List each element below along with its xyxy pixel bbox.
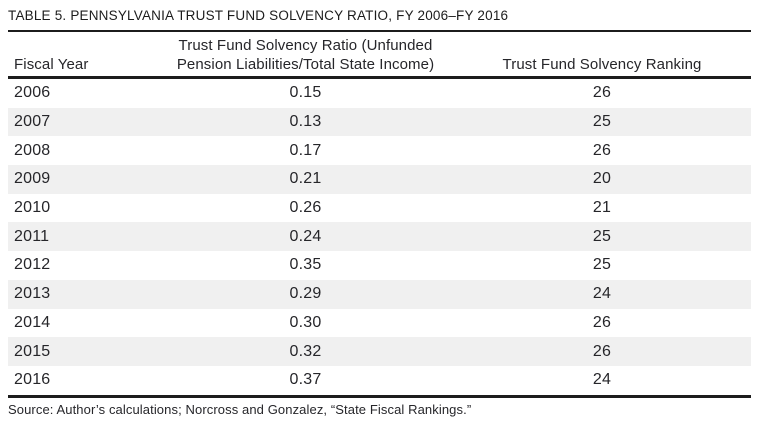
solvency-ratio-cell: 0.35 <box>289 256 322 274</box>
bottom-rule <box>8 394 751 398</box>
solvency-ranking-cell: 26 <box>592 313 612 331</box>
table-row: 2011 0.24 25 <box>8 222 751 252</box>
solvency-ranking-cell: 25 <box>592 256 612 274</box>
table-header-row: Fiscal Year Trust Fund Solvency Ratio (U… <box>8 32 751 76</box>
title-rule <box>8 30 751 32</box>
fiscal-year-cell: 2007 <box>14 113 51 131</box>
fiscal-year-cell: 2013 <box>14 285 51 303</box>
fiscal-year-cell: 2014 <box>14 313 51 331</box>
table-row: 2007 0.13 25 <box>8 107 751 137</box>
fiscal-year-cell: 2010 <box>14 199 51 217</box>
table-row: 2015 0.32 26 <box>8 337 751 366</box>
table-row: 2008 0.17 26 <box>8 136 751 165</box>
solvency-ratio-cell: 0.24 <box>289 227 322 245</box>
solvency-ratio-cell: 0.37 <box>289 371 322 389</box>
header-solvency-ratio-line2: Pension Liabilities/Total State Income) <box>176 56 435 73</box>
fiscal-year-cell: 2008 <box>14 141 51 159</box>
table-title: TABLE 5. PENNSYLVANIA TRUST FUND SOLVENC… <box>8 8 509 23</box>
solvency-ranking-cell: 26 <box>592 141 612 159</box>
solvency-ratio-cell: 0.30 <box>289 313 322 331</box>
table-row: 2014 0.30 26 <box>8 309 751 338</box>
fiscal-year-cell: 2009 <box>14 170 51 188</box>
solvency-ranking-cell: 25 <box>592 113 612 131</box>
solvency-ratio-cell: 0.21 <box>289 170 322 188</box>
table-row: 2013 0.29 24 <box>8 279 751 309</box>
header-solvency-ratio: Trust Fund Solvency Ratio (Unfunded Pens… <box>158 36 453 74</box>
fiscal-year-cell: 2012 <box>14 256 51 274</box>
table-row: 2012 0.35 25 <box>8 251 751 280</box>
fiscal-year-cell: 2011 <box>14 227 50 245</box>
source-note: Source: Author’s calculations; Norcross … <box>8 401 472 417</box>
fiscal-year-cell: 2006 <box>14 84 51 102</box>
header-fiscal-year: Fiscal Year <box>14 56 89 73</box>
solvency-ratio-cell: 0.17 <box>289 141 322 159</box>
table-row: 2009 0.21 20 <box>8 165 751 194</box>
fiscal-year-cell: 2015 <box>14 342 51 360</box>
solvency-ranking-cell: 21 <box>592 199 612 217</box>
solvency-ratio-cell: 0.26 <box>289 199 322 217</box>
solvency-ratio-cell: 0.13 <box>289 113 322 131</box>
table-body: 2006 0.15 26 2007 0.13 25 2008 0.17 26 2009 0.21 20… <box>8 79 751 395</box>
solvency-ranking-cell: 20 <box>592 170 612 188</box>
header-solvency-ratio-line1: Trust Fund Solvency Ratio (Unfunded <box>178 37 433 54</box>
solvency-ratio-cell: 0.29 <box>289 285 322 303</box>
solvency-ratio-cell: 0.32 <box>289 342 322 360</box>
table-figure: TABLE 5. PENNSYLVANIA TRUST FUND SOLVENC… <box>8 0 751 418</box>
header-rule <box>8 76 751 79</box>
table-row: 2010 0.26 21 <box>8 194 751 223</box>
table-row: 2016 0.37 24 <box>8 366 751 395</box>
solvency-ranking-cell: 26 <box>592 342 612 360</box>
solvency-ranking-cell: 25 <box>592 227 612 245</box>
solvency-ranking-cell: 26 <box>592 84 612 102</box>
header-solvency-ranking: Trust Fund Solvency Ranking <box>502 56 702 73</box>
solvency-ranking-cell: 24 <box>592 371 612 389</box>
table-row: 2006 0.15 26 <box>8 79 751 108</box>
fiscal-year-cell: 2016 <box>14 371 51 389</box>
solvency-ranking-cell: 24 <box>592 285 612 303</box>
solvency-ratio-cell: 0.15 <box>289 84 322 102</box>
